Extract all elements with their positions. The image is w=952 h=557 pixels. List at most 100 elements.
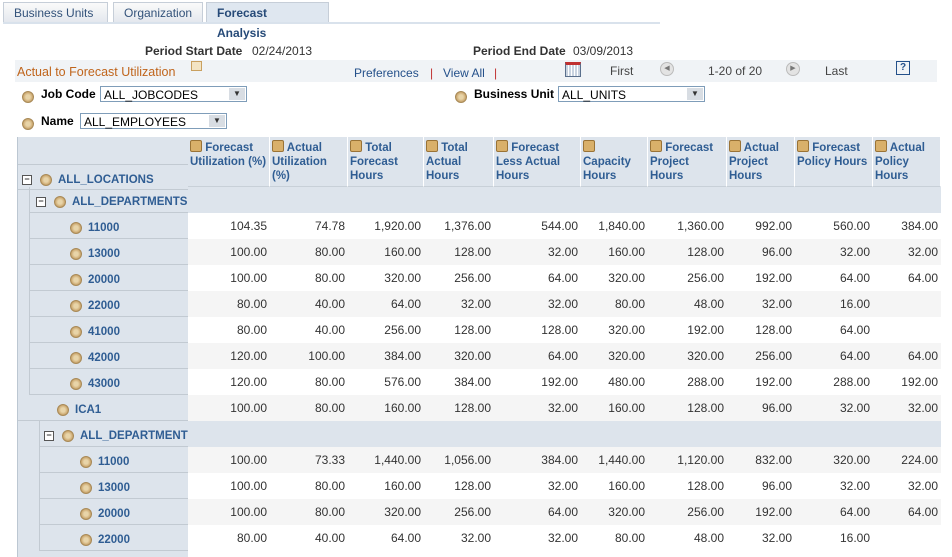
table-cell: 96.00 — [761, 479, 792, 493]
job-code-radio[interactable] — [22, 89, 34, 103]
table-cell: 80.00 — [314, 271, 345, 285]
tree-node-label: 43000 — [88, 378, 120, 390]
column-header[interactable]: Forecast Project Hours — [648, 137, 727, 187]
table-row: 100.00 80.00 160.00 128.00 32.00 160.00 128.00… — [188, 395, 941, 421]
table-cell: 160.00 — [384, 401, 421, 415]
column-header[interactable]: Actual Utilization (%) — [270, 137, 348, 187]
name-select[interactable]: ALL_EMPLOYEES ▼ — [80, 113, 227, 129]
next-icon[interactable]: ▶ — [786, 62, 800, 76]
cube-icon — [272, 140, 284, 152]
table-cell: 80.00 — [614, 297, 645, 311]
table-cell: 64.00 — [839, 349, 870, 363]
tree-node[interactable]: 22000 — [29, 291, 188, 317]
column-header[interactable]: Actual Policy Hours — [873, 137, 941, 187]
tab-divider — [3, 22, 660, 24]
tree-node[interactable]: 41000 — [29, 317, 188, 343]
node-icon — [70, 299, 82, 312]
tree-node-label: 11000 — [98, 456, 130, 468]
view-all-link[interactable]: View All — [443, 66, 485, 80]
table-cell: 128.00 — [541, 323, 578, 337]
cube-icon — [426, 140, 438, 152]
table-row: 100.00 80.00 320.00 256.00 64.00 320.00 256.00… — [188, 265, 941, 291]
download-icon[interactable] — [191, 61, 202, 71]
tab-business-units[interactable]: Business Units — [3, 2, 108, 22]
pivot-grid: − ALL_LOCATIONS − ALL_DEPARTMENTS 11000 1300… — [17, 137, 941, 557]
table-cell: 80.00 — [314, 479, 345, 493]
table-cell: 80.00 — [236, 531, 267, 545]
column-header[interactable]: Forecast Less Actual Hours — [494, 137, 581, 187]
tree-node[interactable]: 43000 — [29, 369, 188, 395]
tree-node[interactable]: 20000 — [39, 499, 188, 525]
column-header[interactable]: Actual Project Hours — [727, 137, 795, 187]
tree-node[interactable]: 11000 — [39, 447, 188, 473]
column-header[interactable]: Forecast Utilization (%) — [188, 137, 270, 187]
table-cell: 576.00 — [384, 375, 421, 389]
table-cell: 384.00 — [384, 349, 421, 363]
table-cell: 73.33 — [314, 453, 345, 467]
business-unit-label: Business Unit — [474, 87, 555, 101]
table-cell: 80.00 — [314, 375, 345, 389]
column-header[interactable]: Total Actual Hours — [424, 137, 494, 187]
table-cell: 320.00 — [454, 349, 491, 363]
cube-icon — [650, 140, 662, 152]
tree-node-label: 11000 — [88, 222, 120, 234]
column-header[interactable]: Capacity Hours — [581, 137, 648, 187]
tree-node[interactable]: ICA1 — [18, 395, 188, 421]
tab-organization[interactable]: Organization — [113, 2, 203, 22]
table-row — [188, 421, 941, 447]
column-header[interactable]: Total Forecast Hours — [348, 137, 424, 187]
table-cell: 1,056.00 — [444, 453, 491, 467]
tree-node[interactable]: − ALL_DEPARTMENTS — [39, 421, 195, 447]
table-cell: 160.00 — [384, 479, 421, 493]
table-cell: 32.00 — [547, 401, 578, 415]
table-cell: 100.00 — [230, 271, 267, 285]
collapse-icon[interactable]: − — [36, 197, 46, 207]
tree-node-label: ALL_DEPARTMENTS — [72, 196, 188, 208]
table-cell: 320.00 — [833, 453, 870, 467]
table-cell: 64.00 — [390, 531, 421, 545]
node-icon — [70, 273, 82, 286]
node-icon — [70, 247, 82, 260]
tree-node[interactable]: 13000 — [39, 473, 188, 499]
job-code-select[interactable]: ALL_JOBCODES ▼ — [100, 86, 247, 102]
column-header[interactable]: Forecast Policy Hours — [795, 137, 873, 187]
node-icon — [57, 403, 69, 416]
collapse-icon[interactable]: − — [22, 175, 32, 185]
tree-node-label: 22000 — [98, 534, 130, 546]
table-cell: 128.00 — [454, 479, 491, 493]
previous-icon[interactable]: ◀ — [660, 62, 674, 76]
table-cell: 288.00 — [833, 375, 870, 389]
table-cell: 16.00 — [839, 297, 870, 311]
table-cell: 224.00 — [901, 453, 938, 467]
table-cell: 1,440.00 — [598, 453, 645, 467]
collapse-icon[interactable]: − — [44, 431, 54, 441]
preferences-link[interactable]: Preferences — [354, 66, 419, 80]
table-cell: 48.00 — [693, 531, 724, 545]
table-cell: 120.00 — [230, 375, 267, 389]
node-icon — [80, 507, 92, 520]
spreadsheet-icon[interactable] — [565, 62, 581, 77]
table-cell: 40.00 — [314, 297, 345, 311]
business-unit-radio[interactable] — [455, 89, 467, 103]
table-row — [188, 187, 941, 213]
tree-node-root[interactable]: − ALL_LOCATIONS — [18, 164, 188, 190]
tree-node[interactable]: 13000 — [29, 239, 188, 265]
column-header-label: Forecast Policy Hours — [797, 142, 868, 168]
table-cell: 320.00 — [608, 323, 645, 337]
tree-node[interactable]: 22000 — [39, 525, 188, 551]
name-radio[interactable] — [22, 116, 34, 130]
table-cell: 40.00 — [314, 531, 345, 545]
table-cell: 74.78 — [314, 219, 345, 233]
tree-node[interactable]: − ALL_DEPARTMENTS — [29, 187, 188, 213]
table-cell: 80.00 — [236, 323, 267, 337]
table-row: 120.00 100.00 384.00 320.00 64.00 320.00 320.0… — [188, 343, 941, 369]
node-icon — [62, 429, 74, 442]
tab-forecast-analysis[interactable]: Forecast Analysis — [206, 2, 329, 40]
table-cell: 992.00 — [755, 219, 792, 233]
tree-node[interactable]: 20000 — [29, 265, 188, 291]
table-cell: 40.00 — [314, 323, 345, 337]
tree-node[interactable]: 42000 — [29, 343, 188, 369]
business-unit-select[interactable]: ALL_UNITS ▼ — [558, 86, 705, 102]
tree-node[interactable]: 11000 — [29, 213, 188, 239]
help-icon[interactable]: ? — [896, 61, 910, 75]
